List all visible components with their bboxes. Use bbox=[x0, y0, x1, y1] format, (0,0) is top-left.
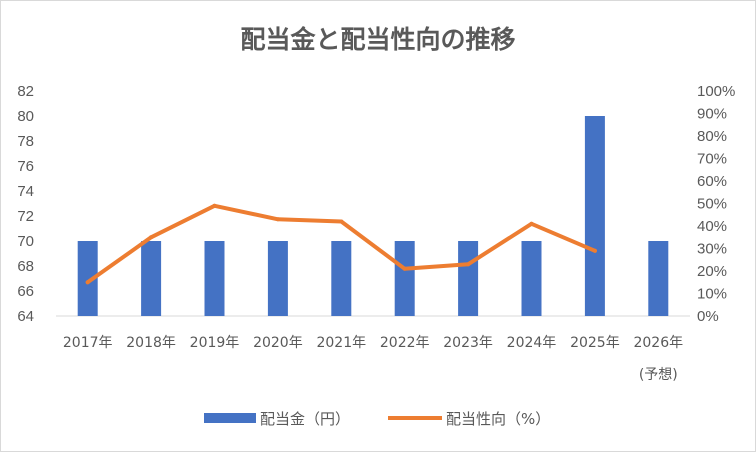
category-label: 2022年 bbox=[380, 335, 430, 351]
category-label: 2026年 bbox=[633, 335, 683, 351]
bar-2019年 bbox=[204, 241, 225, 316]
right-tick-label: 0% bbox=[697, 308, 719, 325]
right-tick-label: 60% bbox=[697, 173, 727, 190]
bar-series bbox=[77, 116, 669, 316]
left-tick-label: 74 bbox=[17, 183, 34, 200]
legend-swatch-dividend bbox=[204, 413, 256, 423]
payout-point-2019年 bbox=[212, 203, 217, 208]
payout-point-2021年 bbox=[339, 219, 344, 224]
right-axis: 0% 10% 20% 30% 40% 50% 60% 70% 80% 90% 100% bbox=[697, 83, 735, 325]
category-label: 2024年 bbox=[507, 335, 557, 351]
payout-point-2022年 bbox=[402, 266, 407, 271]
category-label: 2021年 bbox=[316, 335, 366, 351]
bar-2024年 bbox=[521, 241, 542, 316]
payout-point-2017年 bbox=[85, 280, 90, 285]
category-label: 2020年 bbox=[253, 335, 303, 351]
right-tick-label: 80% bbox=[697, 128, 727, 145]
right-tick-label: 30% bbox=[697, 241, 727, 258]
left-tick-label: 66 bbox=[17, 283, 34, 300]
left-tick-label: 78 bbox=[17, 133, 34, 150]
payout-point-2024年 bbox=[529, 221, 534, 226]
legend-label-payout: 配当性向（%） bbox=[446, 410, 550, 428]
bar-2023年 bbox=[458, 241, 479, 316]
category-label: 2018年 bbox=[126, 335, 176, 351]
bar-2021年 bbox=[331, 241, 352, 316]
bar-2026年 bbox=[648, 241, 669, 316]
right-tick-label: 100% bbox=[697, 83, 735, 100]
bar-2017年 bbox=[77, 241, 98, 316]
left-tick-label: 82 bbox=[17, 83, 34, 100]
bar-2018年 bbox=[141, 241, 162, 316]
left-tick-label: 70 bbox=[17, 233, 34, 250]
right-tick-label: 20% bbox=[697, 263, 727, 280]
payout-point-2023年 bbox=[466, 262, 471, 267]
category-sublabel: (予想) bbox=[639, 367, 678, 383]
left-tick-label: 76 bbox=[17, 158, 34, 175]
right-tick-label: 70% bbox=[697, 151, 727, 168]
legend: 配当金（円） 配当性向（%） bbox=[204, 410, 550, 428]
bar-2025年 bbox=[584, 116, 605, 316]
right-tick-label: 40% bbox=[697, 218, 727, 235]
bar-2022年 bbox=[394, 241, 415, 316]
left-tick-label: 72 bbox=[17, 208, 34, 225]
category-label: 2023年 bbox=[443, 335, 493, 351]
left-tick-label: 64 bbox=[17, 308, 34, 325]
left-tick-label: 80 bbox=[17, 108, 34, 125]
left-tick-label: 68 bbox=[17, 258, 34, 275]
payout-point-2018年 bbox=[149, 235, 154, 240]
category-label: 2019年 bbox=[190, 335, 240, 351]
left-axis: 64 66 68 70 72 74 76 78 80 82 bbox=[17, 83, 34, 325]
right-tick-label: 50% bbox=[697, 196, 727, 213]
payout-point-2020年 bbox=[275, 217, 280, 222]
right-tick-label: 90% bbox=[697, 106, 727, 123]
right-tick-label: 10% bbox=[697, 286, 727, 303]
legend-label-dividend: 配当金（円） bbox=[260, 410, 350, 428]
chart-title: 配当金と配当性向の推移 bbox=[240, 25, 515, 54]
x-axis: 2017年 2018年 2019年 2020年 2021年 2022年 2023年 2024年… bbox=[63, 335, 683, 383]
line-series bbox=[85, 203, 597, 285]
bar-2020年 bbox=[267, 241, 288, 316]
category-label: 2017年 bbox=[63, 335, 113, 351]
category-label: 2025年 bbox=[570, 335, 620, 351]
payout-point-2025年 bbox=[592, 248, 597, 253]
